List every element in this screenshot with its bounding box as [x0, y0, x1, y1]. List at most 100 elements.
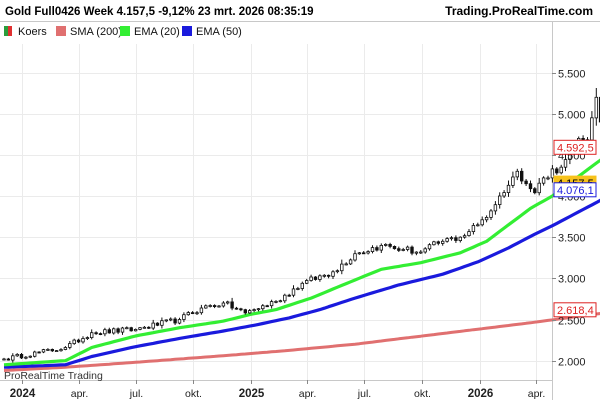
candle — [405, 245, 410, 252]
legend-item[interactable]: Koers — [4, 26, 47, 38]
candle — [423, 247, 427, 254]
candle — [221, 301, 226, 308]
y-tick-label: 3.000 — [558, 274, 586, 286]
candle — [524, 179, 528, 186]
candle — [138, 327, 142, 331]
candle — [304, 278, 309, 285]
candle — [243, 308, 247, 315]
price-label: 4.076,1 — [553, 182, 597, 198]
price-label: 2.618,4 — [553, 302, 597, 318]
svg-text:2.618,4: 2.618,4 — [557, 305, 594, 317]
svg-text:EMA (50): EMA (50) — [196, 26, 242, 38]
candle — [186, 311, 190, 316]
x-tick-label: okt. — [185, 388, 202, 400]
series-layer — [3, 158, 600, 372]
candle — [252, 308, 256, 313]
candle — [515, 168, 519, 181]
x-tick-label: jul. — [129, 388, 143, 400]
candle — [103, 327, 107, 337]
y-tick-label: 3.500 — [558, 233, 586, 245]
candle — [291, 285, 296, 298]
candle — [471, 223, 476, 235]
candle — [54, 350, 59, 353]
candle — [72, 338, 76, 345]
candle — [331, 270, 335, 279]
candle — [90, 329, 94, 340]
grid — [0, 44, 552, 380]
legend-item[interactable]: SMA (200) — [56, 26, 122, 38]
sma200-line — [3, 312, 600, 372]
y-tick-label: 2.500 — [558, 316, 586, 328]
candle — [283, 293, 287, 304]
y-tick-label: 2.000 — [558, 357, 586, 369]
candle — [528, 180, 533, 193]
candle — [414, 251, 419, 256]
candle — [94, 331, 98, 335]
candle — [46, 348, 50, 351]
candle — [142, 326, 147, 329]
candle — [274, 300, 278, 304]
candle — [449, 236, 454, 241]
svg-text:SMA (200): SMA (200) — [70, 26, 122, 38]
candle — [361, 251, 366, 255]
x-tick-label: apr. — [71, 388, 89, 400]
candle — [379, 243, 383, 253]
candle — [182, 312, 186, 323]
candle — [427, 243, 432, 251]
candle — [269, 299, 274, 309]
candle — [541, 176, 546, 186]
candle — [98, 332, 103, 336]
candle — [383, 243, 388, 247]
candle — [225, 300, 230, 305]
candle — [217, 305, 221, 308]
candle — [265, 304, 269, 308]
candle — [41, 348, 46, 354]
candle — [151, 319, 155, 331]
candle — [256, 308, 261, 312]
candle — [261, 304, 265, 311]
svg-text:4.592,5: 4.592,5 — [557, 142, 594, 154]
candle — [497, 192, 502, 209]
candle — [489, 209, 493, 220]
candle — [76, 338, 81, 344]
candle — [353, 250, 357, 262]
candle — [168, 317, 173, 322]
candle — [112, 327, 116, 335]
price-label: 4.592,5 — [553, 139, 597, 155]
candle — [462, 233, 467, 239]
candle — [370, 245, 375, 254]
x-tick-label: 2026 — [468, 388, 494, 400]
candle — [81, 336, 85, 344]
candle — [63, 346, 68, 351]
candle — [116, 327, 120, 335]
x-tick-label: apr. — [299, 388, 317, 400]
chart-title: Gold Full0426 Week 4.157,5 -9,12% 23 mrt… — [5, 6, 314, 18]
candle — [537, 178, 541, 196]
candle — [445, 237, 449, 243]
svg-text:Koers: Koers — [18, 26, 47, 38]
candle — [33, 350, 37, 358]
candle — [133, 328, 138, 332]
candle — [37, 351, 41, 354]
candle — [147, 326, 151, 329]
candle — [467, 229, 471, 237]
candle — [326, 274, 331, 279]
candle — [195, 311, 199, 315]
candle — [199, 304, 204, 315]
x-tick-label: 2024 — [10, 388, 36, 400]
candle — [432, 240, 436, 246]
candle — [50, 348, 54, 352]
candle — [594, 88, 598, 126]
candle — [120, 326, 125, 335]
candle — [397, 246, 401, 252]
candle — [300, 281, 304, 291]
candle — [6, 357, 11, 361]
candle — [484, 215, 489, 223]
legend-item[interactable]: EMA (50) — [182, 26, 242, 38]
legend-item[interactable]: EMA (20) — [120, 26, 180, 38]
x-tick-label: apr. — [528, 388, 546, 400]
candle — [550, 165, 555, 183]
candle — [239, 307, 243, 312]
candle — [247, 309, 252, 314]
